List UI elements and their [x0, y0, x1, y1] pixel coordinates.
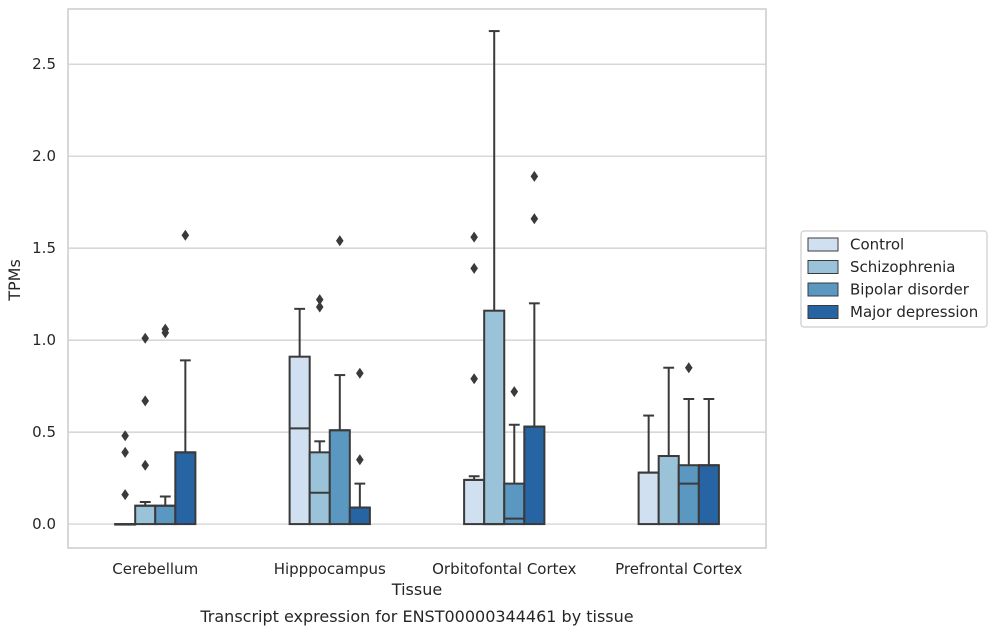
outlier-point	[470, 262, 478, 274]
y-tick-label: 2.0	[32, 147, 56, 165]
y-axis-ticks: 0.0 0.5 1.0 1.5 2.0 2.5	[32, 55, 56, 533]
legend-label: Control	[850, 236, 904, 254]
chart-caption: Transcript expression for ENST0000034446…	[199, 607, 633, 626]
box-body	[348, 506, 371, 526]
outlier-point	[530, 170, 539, 182]
outlier-point	[335, 235, 344, 247]
legend-swatch	[807, 282, 839, 297]
box-body	[174, 451, 197, 526]
box-control	[288, 307, 311, 526]
box-body	[308, 451, 331, 526]
box-body	[657, 455, 680, 526]
y-tick-label: 0.0	[32, 515, 56, 533]
legend-swatch	[807, 305, 839, 319]
x-tick-label: Orbitofontal Cortex	[432, 560, 576, 578]
box-body	[463, 478, 486, 526]
box-body	[154, 504, 177, 526]
outlier-point	[315, 294, 324, 306]
box-bipolar-disorder	[677, 362, 700, 526]
outlier-point	[684, 362, 693, 374]
legend-label: Bipolar disorder	[850, 281, 970, 299]
outlier-point	[121, 430, 129, 442]
outlier-point	[141, 395, 150, 407]
box-control	[463, 231, 486, 526]
box-body	[328, 429, 351, 526]
box-bipolar-disorder	[328, 235, 351, 526]
y-tick-label: 0.5	[32, 423, 56, 441]
box-body	[288, 355, 311, 526]
box-body	[637, 471, 660, 526]
legend-label: Schizophrenia	[850, 258, 955, 276]
box-body	[134, 504, 157, 526]
legend-swatch	[807, 260, 839, 274]
outlier-point	[356, 367, 364, 379]
box-body	[523, 425, 546, 526]
box-body	[697, 464, 720, 526]
y-tick-label: 1.5	[32, 239, 56, 257]
box-body	[677, 464, 700, 526]
plot-area-frame	[67, 8, 767, 549]
outlier-point	[356, 454, 364, 466]
outlier-point	[141, 332, 150, 344]
box-bipolar-disorder	[503, 386, 526, 526]
legend-swatch	[807, 237, 839, 252]
box-schizophrenia	[308, 294, 331, 526]
box-schizophrenia	[483, 30, 506, 526]
box-schizophrenia	[134, 332, 157, 526]
outlier-point	[121, 489, 129, 501]
box-control	[114, 430, 137, 526]
outlier-point	[470, 231, 478, 243]
box-major-depression	[697, 397, 720, 526]
x-axis-ticks: Cerebellum Hipppocampus Orbitofontal Corte…	[112, 560, 742, 578]
y-tick-label: 1.0	[32, 331, 56, 349]
outlier-point	[161, 323, 170, 335]
box-bipolar-disorder	[154, 323, 177, 526]
legend: Control Schizophrenia Bipolar disorder Majo…	[800, 230, 988, 328]
outlier-point	[315, 301, 324, 313]
y-tick-label: 2.5	[32, 55, 56, 73]
box-major-depression	[523, 170, 546, 526]
outlier-point	[470, 373, 478, 385]
box-series	[114, 30, 720, 526]
outlier-point	[121, 446, 129, 458]
outlier-point	[181, 229, 190, 241]
x-tick-label: Prefrontal Cortex	[615, 560, 742, 578]
x-tick-label: Hipppocampus	[274, 560, 386, 578]
x-tick-label: Cerebellum	[112, 560, 198, 578]
outlier-point	[530, 213, 539, 225]
legend-frame	[800, 230, 988, 328]
box-major-depression	[348, 367, 371, 526]
outlier-point	[141, 459, 150, 471]
y-axis-label: TPMs	[5, 259, 24, 302]
box-major-depression	[174, 229, 197, 526]
box-schizophrenia	[657, 366, 680, 526]
box-body	[483, 309, 506, 526]
legend-label: Major depression	[850, 303, 978, 321]
x-axis-label: Tissue	[391, 580, 442, 599]
outlier-point	[510, 386, 519, 398]
